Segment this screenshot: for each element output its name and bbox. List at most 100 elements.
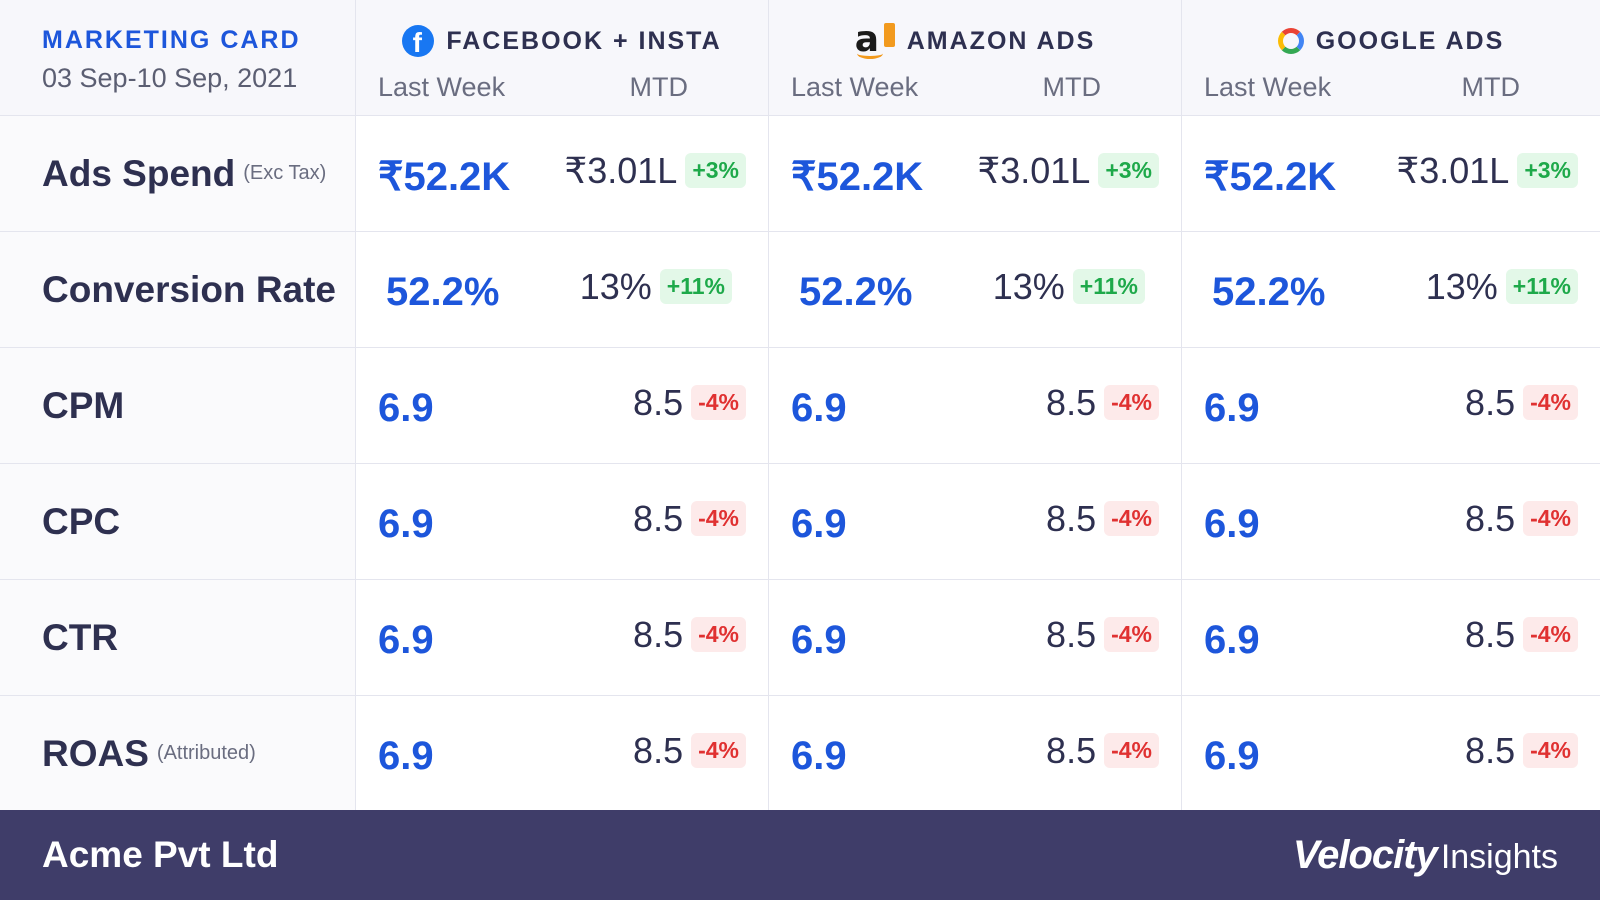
change-badge: -4% xyxy=(1104,617,1159,652)
change-badge: -4% xyxy=(691,617,746,652)
change-badge: +11% xyxy=(659,269,732,304)
metric-cell: 6.9 8.5 -4% xyxy=(769,348,1182,464)
column-last-week: Last Week xyxy=(378,72,506,102)
metric-cell: 6.9 8.5 -4% xyxy=(356,696,769,812)
last-week-value: 6.9 xyxy=(1204,502,1260,546)
change-badge: +11% xyxy=(1505,269,1578,304)
last-week-value: 52.2% xyxy=(386,270,500,314)
change-badge: +11% xyxy=(1072,269,1145,304)
last-week-value: 6.9 xyxy=(1204,386,1260,430)
card-footer: Acme Pvt Ltd Velocity Insights xyxy=(0,810,1600,900)
metric-label-ads-spend: Ads Spend (Exc Tax) xyxy=(0,116,356,232)
change-badge: +3% xyxy=(1517,153,1578,188)
mtd-value: 13% xyxy=(992,265,1065,307)
metric-label-ctr: CTR xyxy=(0,580,356,696)
metric-cell: ₹52.2K ₹3.01L +3% xyxy=(769,116,1182,232)
card-header: MARKETING CARD 03 Sep-10 Sep, 2021 xyxy=(0,0,356,116)
change-badge: +3% xyxy=(1098,153,1159,188)
mtd-value: 8.5 xyxy=(1465,729,1516,771)
metric-label-roas: ROAS (Attributed) xyxy=(0,696,356,812)
change-badge: -4% xyxy=(1523,617,1578,652)
column-mtd: MTD xyxy=(1042,72,1101,102)
amazon-icon: a xyxy=(855,19,895,60)
mtd-value: 8.5 xyxy=(1046,381,1097,423)
last-week-value: 6.9 xyxy=(378,734,434,778)
platform-header-google: GOOGLE ADS Last Week MTD xyxy=(1182,0,1600,116)
metric-cell: 6.9 8.5 -4% xyxy=(769,696,1182,812)
last-week-value: 6.9 xyxy=(378,386,434,430)
mtd-value: 8.5 xyxy=(633,613,684,655)
metric-cell: 6.9 8.5 -4% xyxy=(356,464,769,580)
metric-label-cpm: CPM xyxy=(0,348,356,464)
mtd-value: 8.5 xyxy=(1465,497,1516,539)
company-name: Acme Pvt Ltd xyxy=(42,834,279,875)
mtd-value: 13% xyxy=(579,265,652,307)
last-week-value: 6.9 xyxy=(791,502,847,546)
change-badge: -4% xyxy=(691,733,746,768)
metric-cell: ₹52.2K ₹3.01L +3% xyxy=(1182,116,1600,232)
mtd-value: ₹3.01L xyxy=(977,149,1091,191)
last-week-value: 52.2% xyxy=(1212,270,1326,314)
change-badge: -4% xyxy=(691,385,746,420)
mtd-value: 8.5 xyxy=(633,497,684,539)
column-last-week: Last Week xyxy=(1204,72,1332,102)
last-week-value: 6.9 xyxy=(378,618,434,662)
platform-name: AMAZON ADS xyxy=(906,26,1096,55)
mtd-value: ₹3.01L xyxy=(564,149,678,191)
metric-cell: 6.9 8.5 -4% xyxy=(1182,696,1600,812)
mtd-value: 13% xyxy=(1425,265,1498,307)
platform-header-amazon: a AMAZON ADS Last Week MTD xyxy=(769,0,1182,116)
last-week-value: ₹52.2K xyxy=(378,154,511,199)
last-week-value: ₹52.2K xyxy=(791,154,924,199)
column-mtd: MTD xyxy=(629,72,688,102)
platform-header-facebook: f FACEBOOK + INSTA Last Week MTD xyxy=(356,0,769,116)
mtd-value: 8.5 xyxy=(633,381,684,423)
metric-cell: 6.9 8.5 -4% xyxy=(356,348,769,464)
metric-cell: 52.2% 13% +11% xyxy=(769,232,1182,348)
change-badge: -4% xyxy=(1523,385,1578,420)
mtd-value: 8.5 xyxy=(1465,381,1516,423)
velocity-insights-logo: Velocity Insights xyxy=(1292,832,1558,877)
mtd-value: ₹3.01L xyxy=(1396,149,1510,191)
mtd-value: 8.5 xyxy=(1046,613,1097,655)
mtd-value: 8.5 xyxy=(1465,613,1516,655)
mtd-value: 8.5 xyxy=(633,729,684,771)
change-badge: -4% xyxy=(1104,501,1159,536)
metric-cell: 6.9 8.5 -4% xyxy=(769,580,1182,696)
last-week-value: 6.9 xyxy=(378,502,434,546)
change-badge: -4% xyxy=(1104,733,1159,768)
change-badge: -4% xyxy=(1104,385,1159,420)
change-badge: -4% xyxy=(1523,733,1578,768)
metric-label-cpc: CPC xyxy=(0,464,356,580)
last-week-value: 6.9 xyxy=(791,386,847,430)
metric-cell: 6.9 8.5 -4% xyxy=(769,464,1182,580)
last-week-value: 6.9 xyxy=(1204,734,1260,778)
metric-cell: 52.2% 13% +11% xyxy=(1182,232,1600,348)
platform-name: GOOGLE ADS xyxy=(1315,26,1505,55)
metric-cell: 6.9 8.5 -4% xyxy=(1182,464,1600,580)
column-mtd: MTD xyxy=(1461,72,1520,102)
column-last-week: Last Week xyxy=(791,72,919,102)
mtd-value: 8.5 xyxy=(1046,497,1097,539)
metric-cell: ₹52.2K ₹3.01L +3% xyxy=(356,116,769,232)
metric-cell: 6.9 8.5 -4% xyxy=(356,580,769,696)
last-week-value: 6.9 xyxy=(791,618,847,662)
metric-cell: 52.2% 13% +11% xyxy=(356,232,769,348)
last-week-value: 6.9 xyxy=(1204,618,1260,662)
metric-cell: 6.9 8.5 -4% xyxy=(1182,348,1600,464)
metric-cell: 6.9 8.5 -4% xyxy=(1182,580,1600,696)
google-icon xyxy=(1277,28,1304,54)
facebook-icon: f xyxy=(402,25,435,57)
change-badge: -4% xyxy=(691,501,746,536)
change-badge: +3% xyxy=(685,153,746,188)
change-badge: -4% xyxy=(1523,501,1578,536)
last-week-value: ₹52.2K xyxy=(1204,154,1337,199)
metrics-grid: MARKETING CARD 03 Sep-10 Sep, 2021 f FAC… xyxy=(0,0,1600,812)
metric-label-conversion-rate: Conversion Rate xyxy=(0,232,356,348)
last-week-value: 52.2% xyxy=(799,270,913,314)
card-title: MARKETING CARD xyxy=(42,26,301,54)
mtd-value: 8.5 xyxy=(1046,729,1097,771)
date-range: 03 Sep-10 Sep, 2021 xyxy=(42,63,298,93)
last-week-value: 6.9 xyxy=(791,734,847,778)
